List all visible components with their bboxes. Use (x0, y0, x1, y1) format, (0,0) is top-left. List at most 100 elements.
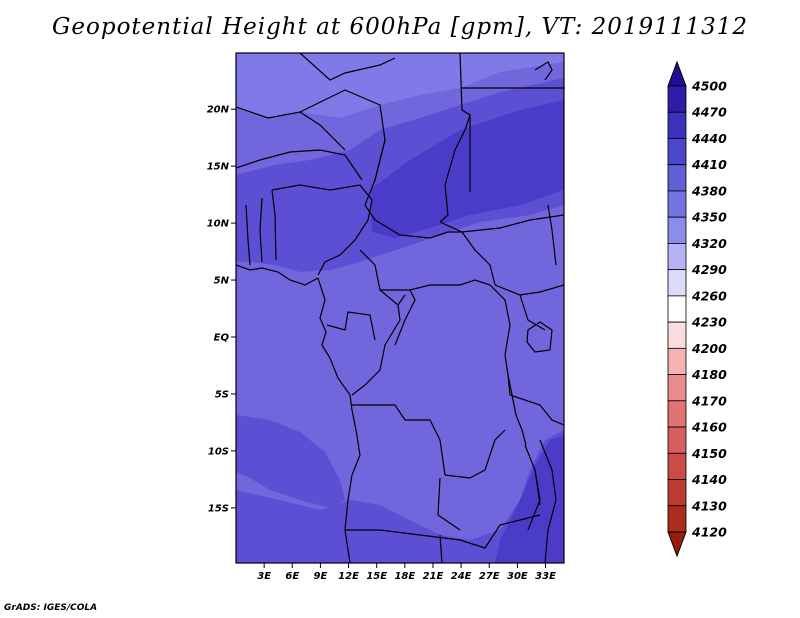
legend-level-label: 4500 (691, 79, 727, 94)
border-congo-drc (351, 304, 401, 396)
legend-color-box (667, 164, 687, 192)
legend-color-box (667, 374, 687, 402)
legend-color-box (667, 111, 687, 139)
height-band-southwest (236, 415, 345, 508)
lon-tick-label: 18E (394, 571, 415, 582)
legend-arrow-top (667, 60, 687, 87)
lat-tick-label: 5S (215, 389, 229, 400)
lon-tick-label: 6E (285, 571, 299, 582)
border-drc-north (394, 289, 416, 346)
height-band-core (370, 100, 564, 238)
legend-level-label: 4380 (691, 183, 727, 198)
legend-level-label: 4160 (691, 420, 727, 435)
border-zambia-south (459, 514, 541, 549)
lat-tick-label: 5N (214, 276, 230, 287)
border-mali-niger (236, 149, 363, 181)
lon-tick-label: 27E (479, 571, 500, 582)
border-ghana (245, 204, 251, 266)
legend-color-box (667, 452, 687, 480)
legend-level-label: 4410 (691, 157, 727, 172)
legend-level-label: 4320 (691, 236, 727, 251)
country-borders (236, 53, 564, 563)
lat-tick-label: EQ (214, 333, 230, 344)
height-band-south (236, 430, 564, 563)
lon-tick-label: 30E (507, 571, 528, 582)
legend-color-box (667, 347, 687, 375)
legend-level-label: 4470 (691, 105, 727, 120)
legend-color-box (667, 216, 687, 244)
legend-color-box (667, 190, 687, 218)
lon-tick-label: 33E (535, 571, 556, 582)
lat-tick-label: 10N (207, 219, 230, 230)
border-angola-zambia (437, 477, 461, 531)
legend-level-label: 4290 (691, 262, 727, 277)
legend-level-label: 4170 (691, 393, 727, 408)
legend-color-box (667, 400, 687, 428)
map-frame (235, 52, 565, 564)
legend-level-label: 4120 (691, 525, 727, 540)
border-south-sudan (439, 214, 564, 233)
border-algeria-libya (299, 53, 396, 81)
border-tanzania (509, 394, 564, 426)
legend-arrow-bottom (667, 531, 687, 558)
border-car-north (374, 219, 462, 239)
lat-tick-label: 20N (207, 105, 230, 116)
height-band-southeast (495, 435, 564, 563)
border-mozambique (539, 439, 557, 563)
border-car-south (380, 279, 491, 291)
map-area (236, 53, 564, 563)
legend-level-label: 4200 (691, 341, 727, 356)
legend-color-box (667, 85, 687, 113)
border-uganda-kenya (519, 294, 546, 331)
legend-level-label: 4130 (691, 498, 727, 513)
lon-tick-label: 3E (257, 571, 271, 582)
coastline-gulf-guinea (317, 277, 361, 563)
legend-color-box (667, 269, 687, 297)
legend-color-box (667, 505, 687, 533)
legend-color-box (667, 243, 687, 271)
lat-tick-label: 15S (208, 503, 229, 514)
border-nigeria-niger (271, 184, 373, 201)
lat-tick-label: 15N (207, 162, 230, 173)
lon-tick-label: 12E (338, 571, 359, 582)
legend-level-label: 4150 (691, 446, 727, 461)
lake-tanganyika (507, 374, 527, 446)
lat-tick-label: 10S (208, 446, 229, 457)
legend-level-label: 4140 (691, 472, 727, 487)
grads-credit: GrADS: IGES/COLA (4, 603, 98, 613)
longitude-axis: 3E 6E 9E 12E 15E 18E 21E 24E 27E 30E 33E (257, 563, 556, 582)
border-gabon-congo (326, 311, 376, 341)
border-sudan-ethiopia (547, 204, 557, 266)
legend-level-label: 4440 (691, 131, 727, 146)
legend-color-box (667, 295, 687, 323)
coastline-red-sea (534, 61, 553, 81)
legend-color-box (667, 479, 687, 507)
lon-tick-label: 24E (451, 571, 472, 582)
lon-tick-label: 21E (423, 571, 444, 582)
legend-level-label: 4180 (691, 367, 727, 382)
map-title: Geopotential Height at 600hPa [gpm], VT:… (52, 14, 748, 40)
lake-malawi (534, 469, 541, 506)
legend-level-label: 4260 (691, 288, 727, 303)
legend-level-label: 4230 (691, 315, 727, 330)
color-legend: 4500 4470 4440 4410 4380 4350 4320 4290 4260 4230… (667, 60, 727, 558)
lon-tick-label: 9E (314, 571, 328, 582)
border-namibia-botswana (439, 534, 443, 563)
border-nigeria-cameroon (317, 199, 373, 276)
lon-tick-label: 15E (366, 571, 387, 582)
legend-color-box (667, 426, 687, 454)
border-chad-sudan (439, 114, 471, 223)
legend-color-box (667, 138, 687, 166)
legend-color-box (667, 321, 687, 349)
border-drc-angola (352, 404, 446, 476)
coastline-west-africa (236, 264, 319, 286)
border-car-east (461, 231, 496, 286)
border-nigeria-west (271, 189, 277, 261)
border-south-sudan-east (494, 284, 564, 296)
border-libya-egypt (459, 53, 471, 192)
legend-level-label: 4350 (691, 210, 727, 225)
border-benin-togo (259, 197, 263, 263)
border-drc-zambia (444, 429, 506, 479)
lake-victoria (526, 321, 553, 353)
